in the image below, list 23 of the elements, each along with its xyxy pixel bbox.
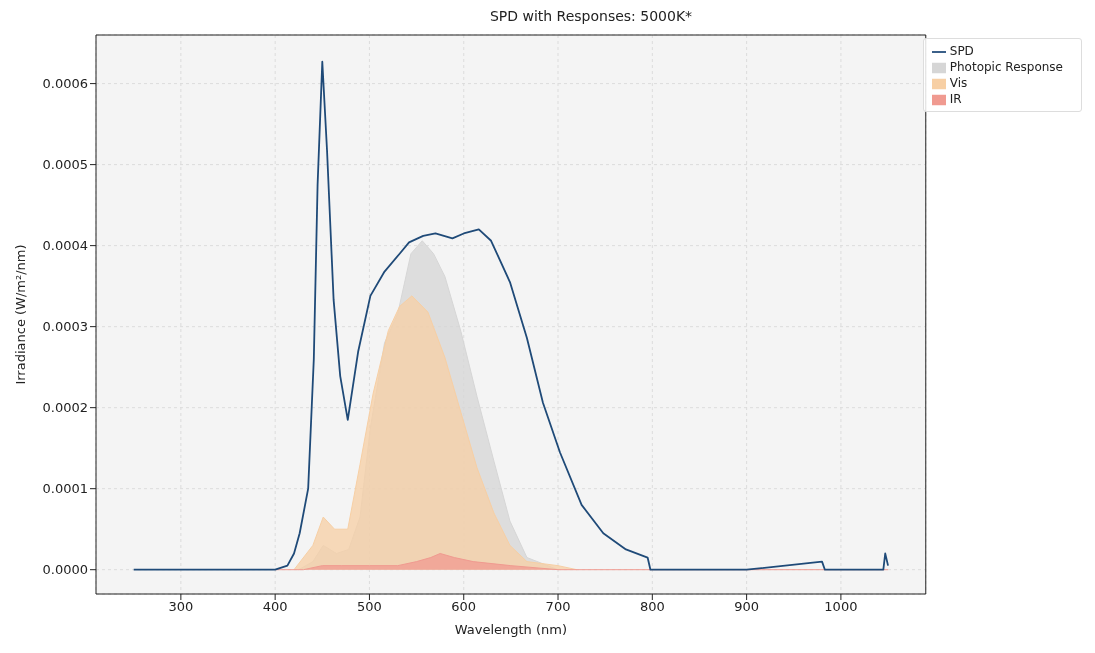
x-tick-label: 800 bbox=[639, 599, 665, 615]
x-tick-label: 300 bbox=[168, 599, 194, 615]
y-tick-label: 0.0003 bbox=[42, 319, 88, 335]
legend-label: Vis bbox=[949, 76, 968, 90]
x-tick-label: 1000 bbox=[824, 599, 858, 615]
y-tick-label: 0.0005 bbox=[42, 157, 88, 173]
y-tick-label: 0.0004 bbox=[42, 238, 88, 254]
x-tick-label: 500 bbox=[357, 599, 382, 615]
y-tick-label: 0.0001 bbox=[42, 481, 88, 497]
x-tick-label: 900 bbox=[734, 599, 760, 615]
legend-label: Photopic Response bbox=[949, 60, 1063, 74]
y-axis-title: Irradiance (W/m²/nm) bbox=[12, 244, 28, 385]
y-tick-label: 0.0002 bbox=[42, 400, 88, 416]
chart-title: SPD with Responses: 5000K* bbox=[488, 8, 694, 24]
y-tick-label: 0.0006 bbox=[42, 76, 88, 92]
y-tick-label: 0.0000 bbox=[42, 562, 88, 578]
x-tick-label: 400 bbox=[262, 599, 288, 615]
x-tick-label: 600 bbox=[451, 599, 477, 615]
legend-label: SPD bbox=[949, 44, 974, 58]
x-axis-title: Wavelength (nm) bbox=[454, 622, 568, 637]
x-tick-label: 700 bbox=[545, 599, 571, 615]
legend-label: IR bbox=[949, 92, 962, 106]
line-series bbox=[132, 60, 889, 571]
